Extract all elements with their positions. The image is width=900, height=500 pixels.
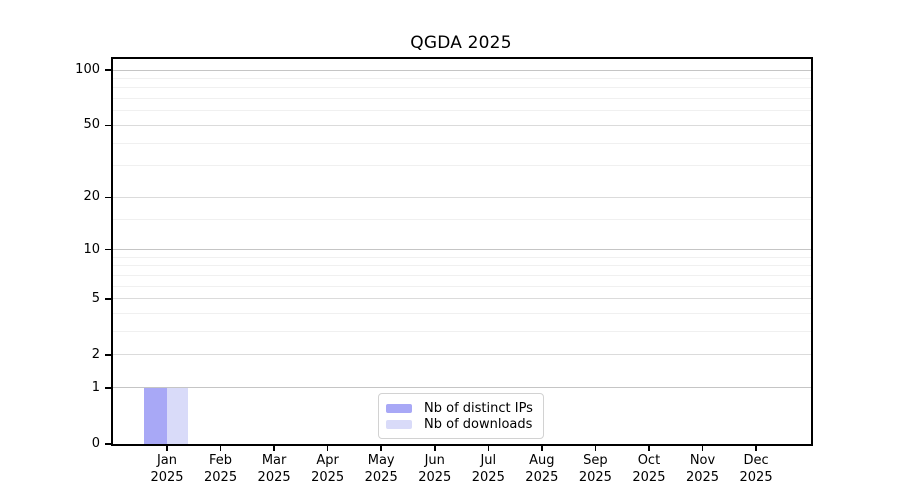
x-tick-month: May <box>367 453 395 468</box>
x-tick-month: Dec <box>743 453 769 468</box>
y-axis-tick-1 <box>105 387 111 389</box>
legend-swatch-distinct-ips <box>386 403 412 413</box>
gridline-minor <box>112 165 811 167</box>
gridline-minor <box>112 218 811 220</box>
x-tick-month: Apr <box>316 453 339 468</box>
gridline-minor <box>112 274 811 276</box>
y-axis-tick-label-20: 20 <box>83 189 100 205</box>
bar-downloads-jan <box>167 387 188 444</box>
x-tick-month: Nov <box>689 453 716 468</box>
gridline-2 <box>112 354 811 356</box>
x-tick-year: 2025 <box>418 469 452 485</box>
legend-item-distinct-ips: Nb of distinct IPs <box>386 400 533 416</box>
x-axis-tick-jul <box>487 446 490 451</box>
x-axis-tick-label-apr: Apr 2025 <box>300 453 356 486</box>
x-tick-month: Jul <box>480 453 497 468</box>
x-tick-month: Jan <box>156 453 178 468</box>
x-axis-tick-label-jul: Jul 2025 <box>460 453 516 486</box>
y-axis-tick-label-10: 10 <box>83 241 100 257</box>
gridline-minor <box>112 142 811 144</box>
x-tick-month: Aug <box>529 453 555 468</box>
x-tick-month: Feb <box>209 453 233 468</box>
y-axis-tick-label-2: 2 <box>91 346 100 362</box>
y-axis-tick-5 <box>105 298 111 300</box>
gridlines <box>112 59 811 444</box>
x-axis-tick-feb <box>219 446 222 451</box>
x-axis-tick-apr <box>326 446 329 451</box>
legend-label-distinct-ips: Nb of distinct IPs <box>424 400 533 416</box>
x-axis-tick-oct <box>648 446 650 451</box>
x-axis-tick-label-jun: Jun 2025 <box>407 453 463 486</box>
x-axis-tick-dec <box>755 446 757 451</box>
x-axis-tick-nov <box>701 446 704 451</box>
x-axis-tick-label-sep: Sep 2025 <box>567 453 623 486</box>
x-axis-tick-may <box>380 446 382 451</box>
x-tick-year: 2025 <box>257 469 291 485</box>
x-tick-year: 2025 <box>311 469 345 485</box>
x-tick-year: 2025 <box>150 469 184 485</box>
y-axis-tick-2 <box>105 354 111 356</box>
gridline-10 <box>112 249 811 251</box>
y-axis-tick-label-0: 0 <box>91 436 100 451</box>
bars <box>113 59 811 444</box>
gridline-minor <box>112 313 811 315</box>
x-tick-year: 2025 <box>578 469 612 485</box>
x-axis-tick-jun <box>434 446 436 451</box>
x-axis-tick-label-dec: Dec 2025 <box>728 453 784 486</box>
x-axis-tick-label-feb: Feb 2025 <box>193 453 249 486</box>
x-tick-year: 2025 <box>739 469 773 485</box>
y-axis-tick-20 <box>105 196 111 199</box>
legend-swatch-downloads <box>386 419 412 429</box>
gridline-minor <box>112 87 811 89</box>
x-axis-tick-label-aug: Aug 2025 <box>514 453 570 486</box>
gridline-minor <box>112 256 811 258</box>
gridline-1 <box>112 387 811 389</box>
x-axis-tick-label-mar: Mar 2025 <box>246 453 302 486</box>
x-axis-tick-sep <box>594 446 597 451</box>
x-axis-tick-aug <box>541 446 543 451</box>
gridline-minor <box>112 265 811 267</box>
gridline-5 <box>112 298 811 300</box>
x-tick-year: 2025 <box>471 469 505 485</box>
x-tick-year: 2025 <box>204 469 238 485</box>
x-tick-month: Mar <box>261 453 287 468</box>
y-axis-tick-label-50: 50 <box>83 117 100 133</box>
x-axis-tick-label-oct: Oct 2025 <box>621 453 677 486</box>
gridline-100 <box>112 69 811 71</box>
y-axis-tick-label-100: 100 <box>75 62 100 77</box>
gridline-20 <box>112 196 811 198</box>
chart-title: QGDA 2025 <box>410 33 512 53</box>
x-tick-year: 2025 <box>364 469 398 485</box>
gridline-minor <box>112 77 811 79</box>
plot-area <box>110 57 813 446</box>
gridline-minor <box>112 110 811 112</box>
gridline-50 <box>112 124 811 126</box>
y-axis-tick-0 <box>105 443 111 445</box>
y-axis-tick-label-1: 1 <box>91 379 100 395</box>
bar-distinct-ips-jan <box>144 387 167 444</box>
x-axis-tick-label-nov: Nov 2025 <box>675 453 731 486</box>
gridline-minor <box>112 98 811 100</box>
x-axis-tick-mar <box>273 446 275 451</box>
gridline-minor <box>112 285 811 287</box>
x-tick-month: Sep <box>583 453 608 468</box>
x-axis-tick-label-jan: Jan 2025 <box>139 453 195 486</box>
y-axis-tick-50 <box>105 124 111 127</box>
y-axis-tick-10 <box>105 248 111 251</box>
x-axis-tick-label-may: May 2025 <box>353 453 409 486</box>
x-tick-month: Jun <box>424 453 445 468</box>
x-tick-year: 2025 <box>632 469 666 485</box>
y-axis-tick-100 <box>105 69 111 71</box>
gridline-minor <box>112 331 811 333</box>
x-tick-year: 2025 <box>525 469 559 485</box>
x-tick-year: 2025 <box>685 469 720 485</box>
x-tick-month: Oct <box>637 453 661 468</box>
y-axis-tick-label-5: 5 <box>91 290 100 306</box>
x-axis-tick-jan <box>166 446 168 451</box>
legend-label-downloads: Nb of downloads <box>424 416 533 432</box>
legend: Nb of distinct IPs Nb of downloads <box>378 393 544 439</box>
legend-item-downloads: Nb of downloads <box>386 416 533 432</box>
